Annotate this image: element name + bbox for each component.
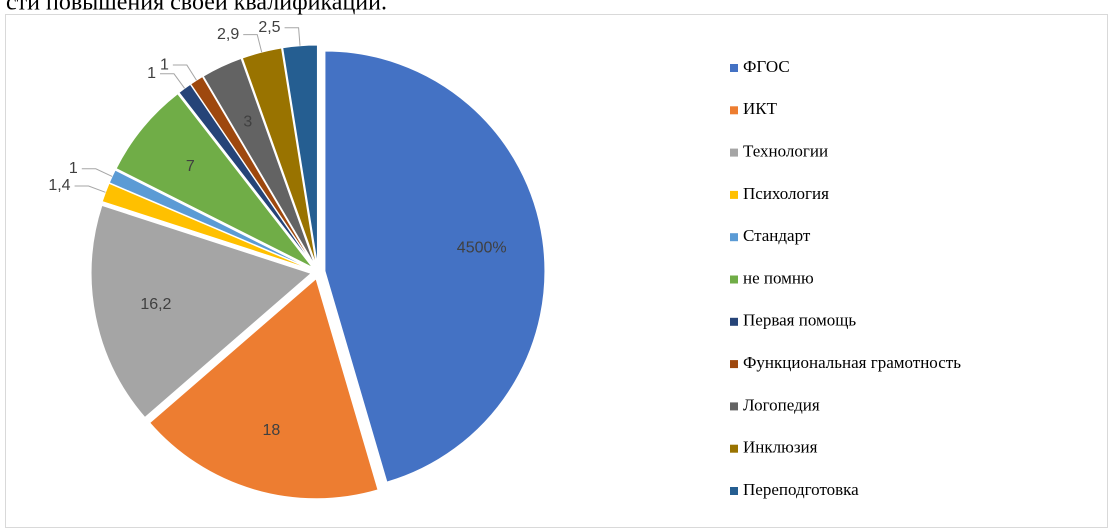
legend-label: Функциональная грамотность bbox=[743, 353, 961, 372]
value-label: 1 bbox=[69, 160, 78, 177]
legend-label: ФГОС bbox=[743, 57, 790, 76]
leader-line bbox=[159, 73, 185, 89]
leader-line bbox=[284, 27, 301, 46]
legend-label: ИКТ bbox=[743, 99, 778, 118]
legend-label: Психология bbox=[743, 184, 829, 203]
leader-line bbox=[81, 168, 113, 177]
legend-swatch bbox=[730, 487, 738, 495]
legend-label: Стандарт bbox=[743, 226, 811, 245]
chart-title: сти повышения своей квалификации. bbox=[6, 0, 387, 16]
pie-slice bbox=[202, 57, 316, 266]
legend-swatch bbox=[730, 402, 738, 411]
value-label: 3 bbox=[243, 113, 252, 130]
legend-label: Логопедия bbox=[743, 395, 820, 414]
pie-slice bbox=[282, 44, 318, 266]
value-label: 18 bbox=[263, 422, 281, 439]
pie-slice bbox=[115, 93, 313, 268]
legend-swatch bbox=[730, 148, 738, 157]
value-label: 1,4 bbox=[48, 177, 70, 194]
value-label: 7 bbox=[186, 158, 195, 175]
pie-slice bbox=[90, 204, 313, 419]
legend-swatch bbox=[730, 275, 738, 284]
legend-label: Переподготовка bbox=[743, 480, 859, 499]
legend-label: не помню bbox=[743, 268, 814, 287]
legend-swatch bbox=[730, 190, 738, 199]
value-label: 16,2 bbox=[140, 296, 171, 313]
legend-label: Первая помощь bbox=[743, 311, 856, 330]
value-label: 1 bbox=[160, 56, 169, 73]
legend-swatch bbox=[730, 233, 738, 242]
pie-slice bbox=[108, 169, 312, 270]
legend-swatch bbox=[730, 317, 738, 326]
pie-slice bbox=[101, 182, 312, 271]
legend-swatch bbox=[730, 360, 738, 369]
legend-label: Технологии bbox=[743, 142, 828, 161]
legend-label: Инклюзия bbox=[743, 438, 818, 457]
leader-line bbox=[172, 64, 197, 81]
value-label: 2,9 bbox=[217, 26, 239, 43]
value-label: 2,5 bbox=[258, 19, 280, 36]
legend-swatch bbox=[730, 64, 738, 72]
pie-slice bbox=[324, 50, 546, 483]
leader-line bbox=[243, 34, 263, 53]
pie-slice bbox=[241, 47, 317, 266]
pie-slice bbox=[149, 277, 379, 500]
leader-line bbox=[74, 185, 106, 193]
legend-swatch bbox=[730, 106, 738, 115]
legend-swatch bbox=[730, 444, 738, 453]
value-label: 4500% bbox=[457, 240, 507, 257]
value-label: 1 bbox=[147, 65, 156, 82]
